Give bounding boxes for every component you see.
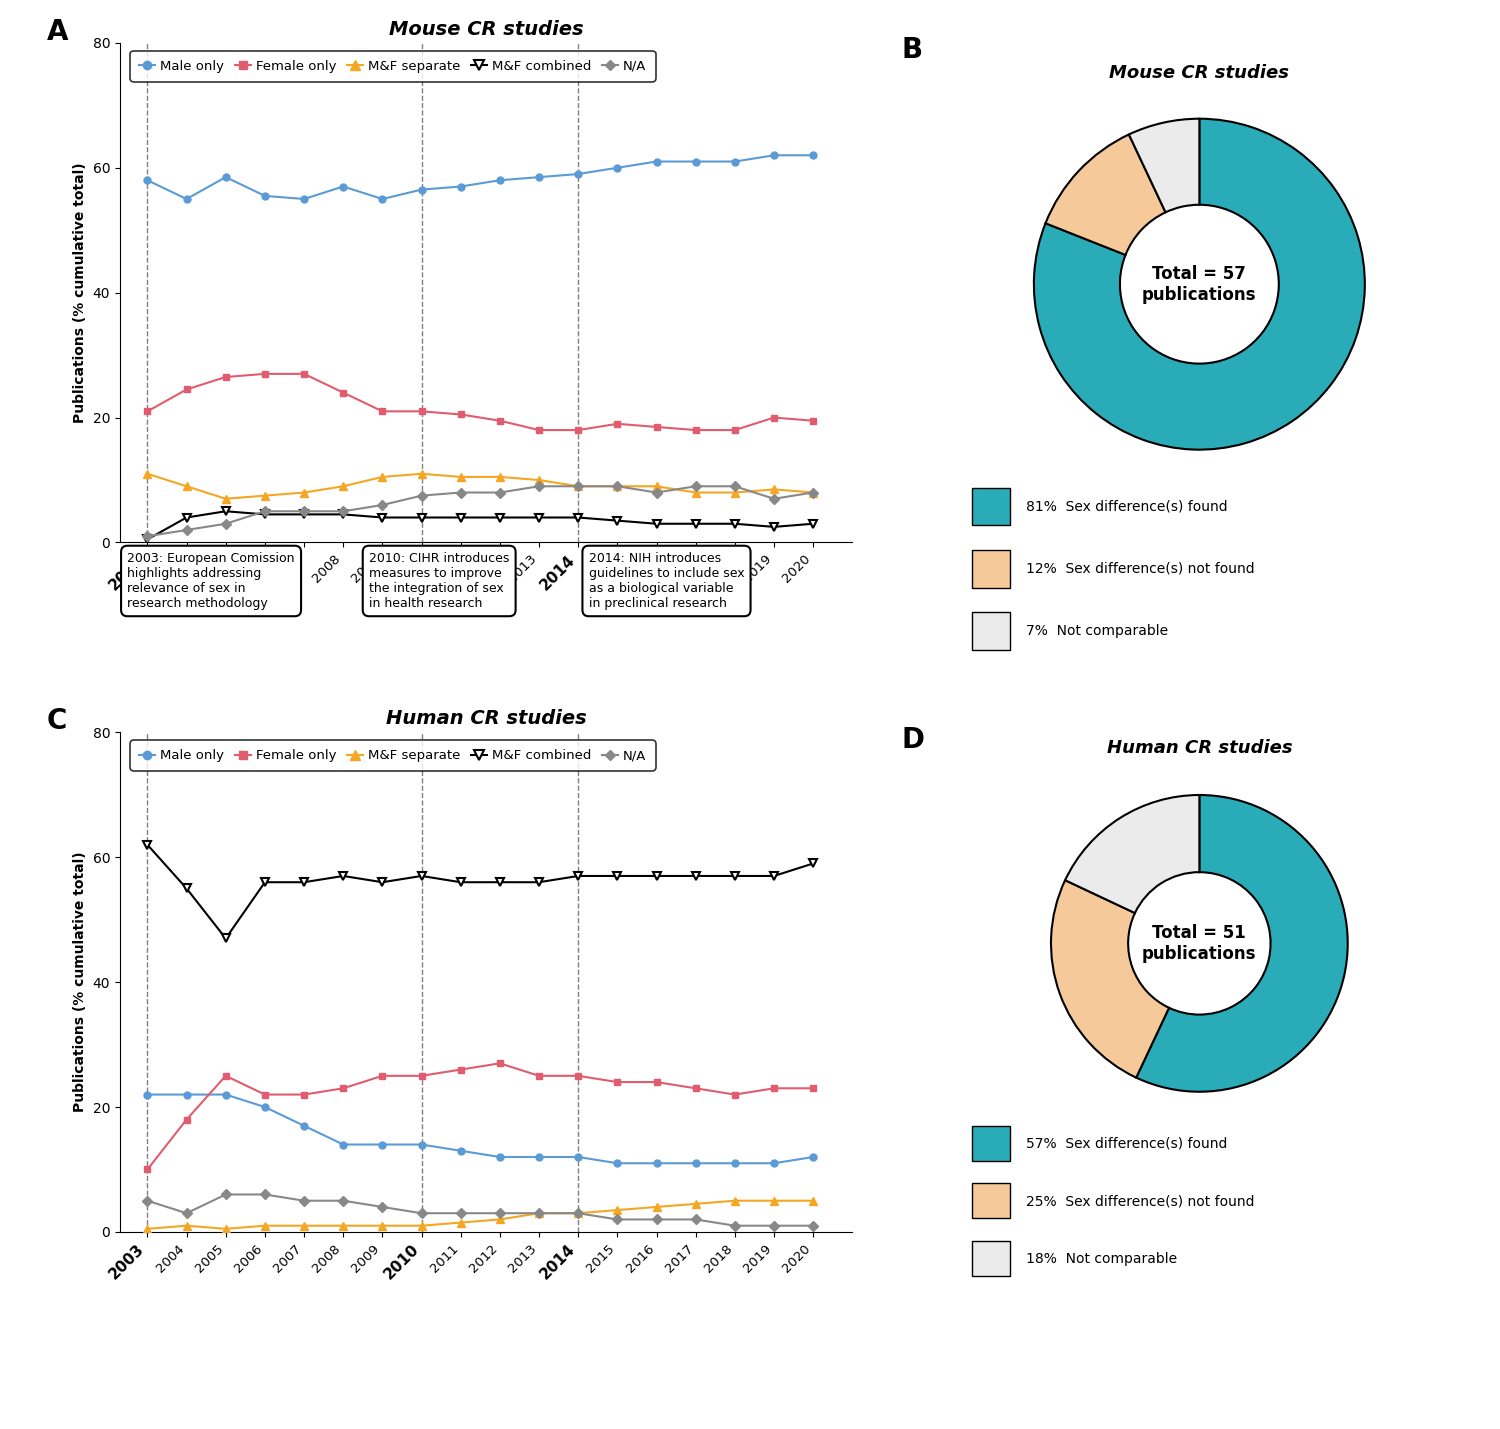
Text: C: C	[46, 707, 68, 736]
Text: 25%  Sex difference(s) not found: 25% Sex difference(s) not found	[1026, 1195, 1254, 1208]
FancyBboxPatch shape	[972, 487, 1010, 526]
Legend: Male only, Female only, M&F separate, M&F combined, N/A: Male only, Female only, M&F separate, M&…	[134, 745, 652, 767]
Text: Human CR studies: Human CR studies	[1107, 739, 1292, 757]
Text: B: B	[902, 36, 922, 64]
Text: 81%  Sex difference(s) found: 81% Sex difference(s) found	[1026, 500, 1228, 514]
Y-axis label: Publications (% cumulative total): Publications (% cumulative total)	[74, 852, 87, 1112]
FancyBboxPatch shape	[972, 1183, 1010, 1219]
Text: Mouse CR studies: Mouse CR studies	[1110, 63, 1290, 81]
Text: 2010: CIHR introduces
measures to improve
the integration of sex
in health resea: 2010: CIHR introduces measures to improv…	[369, 552, 510, 610]
Text: 7%  Not comparable: 7% Not comparable	[1026, 624, 1168, 637]
Title: Mouse CR studies: Mouse CR studies	[388, 20, 584, 39]
Title: Human CR studies: Human CR studies	[386, 709, 586, 727]
Text: 57%  Sex difference(s) found: 57% Sex difference(s) found	[1026, 1136, 1227, 1150]
FancyBboxPatch shape	[972, 550, 1010, 587]
FancyBboxPatch shape	[972, 1240, 1010, 1276]
Text: D: D	[902, 726, 924, 755]
Text: A: A	[46, 19, 69, 46]
Y-axis label: Publications (% cumulative total): Publications (% cumulative total)	[74, 163, 87, 423]
Legend: Male only, Female only, M&F separate, M&F combined, N/A: Male only, Female only, M&F separate, M&…	[134, 54, 652, 79]
Text: 12%  Sex difference(s) not found: 12% Sex difference(s) not found	[1026, 562, 1255, 576]
FancyBboxPatch shape	[972, 1126, 1010, 1160]
Text: 2003: European Comission
highlights addressing
relevance of sex in
research meth: 2003: European Comission highlights addr…	[128, 552, 296, 610]
Text: 2014: NIH introduces
guidelines to include sex
as a biological variable
in precl: 2014: NIH introduces guidelines to inclu…	[588, 552, 744, 610]
Text: 18%  Not comparable: 18% Not comparable	[1026, 1252, 1178, 1266]
FancyBboxPatch shape	[972, 612, 1010, 650]
